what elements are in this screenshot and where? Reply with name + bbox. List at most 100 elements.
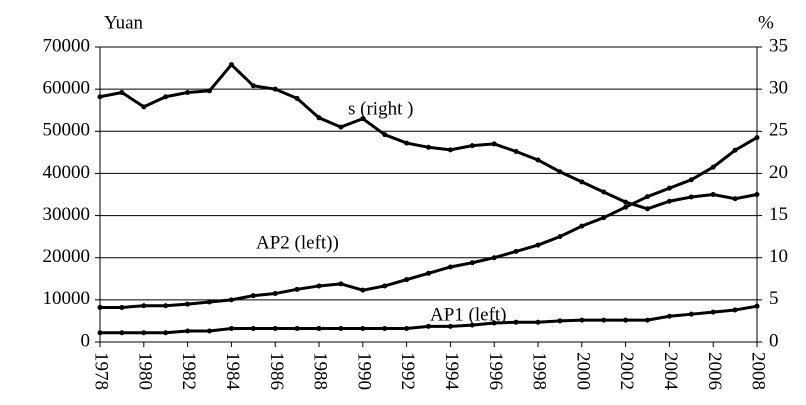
point: [491, 255, 497, 261]
point: [447, 264, 453, 270]
point: [272, 86, 278, 92]
x-tick-label: 1978: [91, 352, 112, 390]
point: [601, 189, 607, 195]
point: [601, 215, 607, 221]
annotation: AP2 (left)): [256, 232, 339, 253]
point: [207, 299, 212, 305]
point: [754, 192, 760, 197]
point: [360, 287, 366, 293]
point: [513, 248, 519, 254]
y2-tick-label: 25: [769, 120, 788, 141]
y-axis-label: Yuan: [104, 12, 144, 33]
point: [666, 185, 672, 191]
point: [404, 140, 410, 146]
point: [272, 326, 278, 332]
point: [360, 116, 366, 122]
y-tick-label: 30000: [43, 204, 91, 225]
point: [754, 135, 760, 141]
x-tick-label: 2000: [572, 352, 593, 390]
point: [601, 317, 607, 323]
point: [688, 194, 694, 200]
point: [535, 157, 541, 163]
point: [732, 307, 738, 313]
point: [469, 143, 475, 149]
point: [579, 317, 585, 323]
point: [228, 326, 234, 332]
point: [228, 62, 234, 68]
point: [250, 83, 256, 89]
point: [557, 234, 563, 240]
y2-tick-label: 15: [769, 204, 788, 225]
annotation: s (right ): [348, 98, 413, 119]
point: [141, 303, 147, 309]
point: [469, 322, 475, 328]
point: [272, 291, 278, 297]
y2-tick-label: 30: [769, 78, 788, 99]
point: [382, 326, 388, 332]
point: [250, 326, 256, 332]
y-tick-label: 0: [81, 330, 91, 351]
point: [316, 283, 322, 289]
point: [97, 330, 103, 336]
point: [710, 192, 716, 197]
x-tick-label: 2002: [616, 352, 637, 390]
point: [754, 303, 760, 309]
y2-tick-label: 20: [769, 162, 788, 183]
point: [338, 326, 344, 332]
x-tick-label: 1998: [529, 352, 550, 390]
point: [710, 309, 716, 315]
point: [579, 179, 585, 185]
point: [688, 311, 694, 317]
point: [163, 330, 169, 336]
y-tick-label: 60000: [43, 78, 91, 99]
point: [382, 132, 388, 138]
point: [119, 90, 125, 96]
point: [491, 141, 497, 147]
point: [163, 94, 169, 100]
series-line: [100, 136, 758, 309]
y2-tick-label: 0: [769, 330, 779, 351]
point: [207, 88, 212, 94]
point: [535, 319, 541, 325]
point: [535, 242, 541, 248]
point: [513, 149, 519, 155]
point: [623, 199, 629, 205]
point: [513, 319, 519, 325]
x-tick-label: 1994: [441, 352, 462, 391]
point: [404, 326, 410, 332]
point: [294, 286, 300, 292]
point: [666, 313, 672, 319]
point: [732, 147, 738, 153]
y-tick-label: 20000: [43, 246, 91, 267]
point: [447, 147, 453, 153]
point: [228, 297, 234, 303]
y2-tick-label: 5: [769, 288, 779, 309]
point: [163, 303, 169, 309]
point: [141, 104, 147, 110]
point: [294, 95, 300, 101]
x-tick-label: 1996: [485, 352, 506, 390]
point: [316, 326, 322, 332]
x-tick-label: 1992: [397, 352, 418, 390]
x-tick-label: 1990: [353, 352, 374, 390]
x-tick-label: 1984: [222, 352, 243, 391]
point: [645, 206, 650, 212]
point: [491, 320, 497, 326]
point: [579, 223, 585, 229]
point: [360, 326, 366, 332]
x-tick-label: 1986: [266, 352, 287, 390]
x-tick-label: 2008: [748, 352, 769, 390]
point: [557, 318, 563, 324]
point: [185, 90, 191, 96]
point: [557, 169, 563, 175]
x-tick-label: 1982: [178, 352, 199, 390]
point: [207, 328, 212, 334]
point: [666, 198, 672, 204]
point: [250, 293, 256, 299]
point: [294, 326, 300, 332]
y2-axis-label: %: [758, 12, 774, 33]
point: [447, 323, 453, 329]
y2-tick-label: 35: [769, 35, 788, 56]
